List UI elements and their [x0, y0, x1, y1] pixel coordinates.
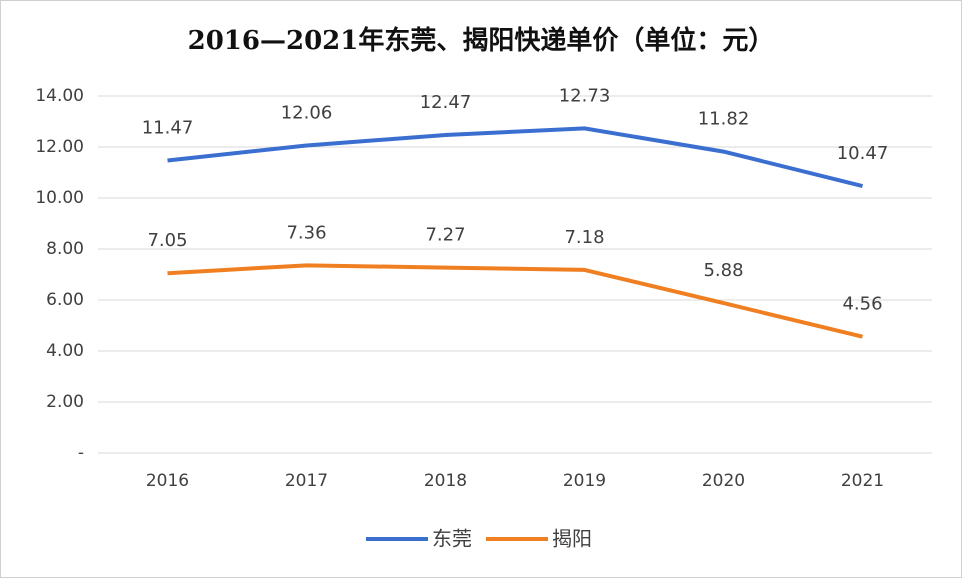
y-tick-label: 14.00	[35, 86, 84, 106]
y-tick-label: 6.00	[46, 290, 84, 310]
legend-label: 揭阳	[552, 527, 592, 551]
y-tick-label: 4.00	[46, 341, 84, 361]
y-tick-label: 2.00	[46, 392, 84, 412]
x-tick-label: 2018	[424, 471, 467, 491]
data-label: 7.05	[147, 230, 187, 251]
legend-label: 东莞	[432, 527, 472, 551]
y-tick-label: 10.00	[35, 188, 84, 208]
chart-title: 2016—2021年东莞、揭阳快递单价（单位：元）	[188, 25, 775, 56]
data-label: 7.36	[286, 222, 326, 243]
x-tick-label: 2016	[146, 471, 189, 491]
y-tick-label: 8.00	[46, 239, 84, 259]
y-tick-label: 12.00	[35, 137, 84, 157]
x-tick-label: 2019	[563, 471, 606, 491]
data-label: 4.56	[842, 294, 882, 315]
series-line	[167, 263, 863, 339]
data-label: 11.82	[698, 109, 750, 130]
data-label: 12.47	[420, 92, 472, 113]
series-line	[167, 126, 863, 188]
data-label: 10.47	[837, 143, 889, 164]
x-tick-label: 2020	[702, 471, 745, 491]
data-label: 11.47	[142, 118, 194, 139]
data-label: 7.18	[564, 227, 604, 248]
x-tick-label: 2021	[841, 471, 884, 491]
data-label: 12.73	[559, 85, 611, 106]
y-tick-label: -	[78, 443, 84, 463]
data-label: 5.88	[703, 260, 743, 281]
x-tick-label: 2017	[285, 471, 328, 491]
data-label: 7.27	[425, 225, 465, 246]
data-label: 12.06	[281, 102, 333, 123]
